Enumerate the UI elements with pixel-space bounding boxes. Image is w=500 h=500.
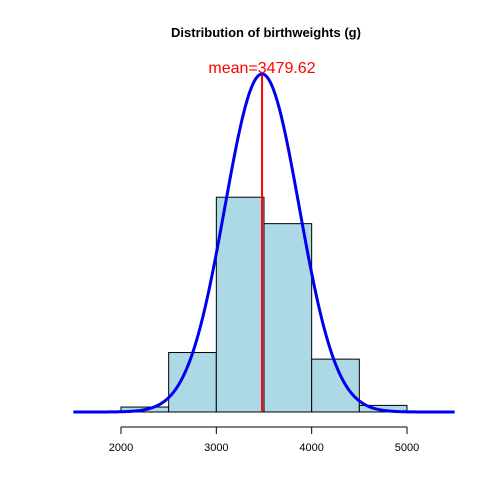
histogram-bar-2: [168, 352, 217, 413]
x-tick-label-3000: 3000: [204, 442, 228, 454]
x-axis: 2000 3000 4000 5000: [109, 426, 419, 454]
density-curve: [73, 72, 455, 414]
histogram-bar-3: [215, 196, 265, 413]
histogram-bar-6: [358, 404, 408, 413]
mean-label: mean=3479.62: [208, 60, 315, 77]
x-tick-label-2000: 2000: [109, 442, 133, 454]
x-tick-label-4000: 4000: [299, 442, 323, 454]
histogram-bars: [120, 196, 408, 413]
density-curve-layer: [73, 72, 455, 414]
histogram-bar-5: [311, 358, 360, 413]
histogram-bar-4: [263, 223, 313, 413]
chart-title: Distribution of birthweights (g): [171, 25, 361, 40]
x-tick-label-5000: 5000: [395, 442, 419, 454]
